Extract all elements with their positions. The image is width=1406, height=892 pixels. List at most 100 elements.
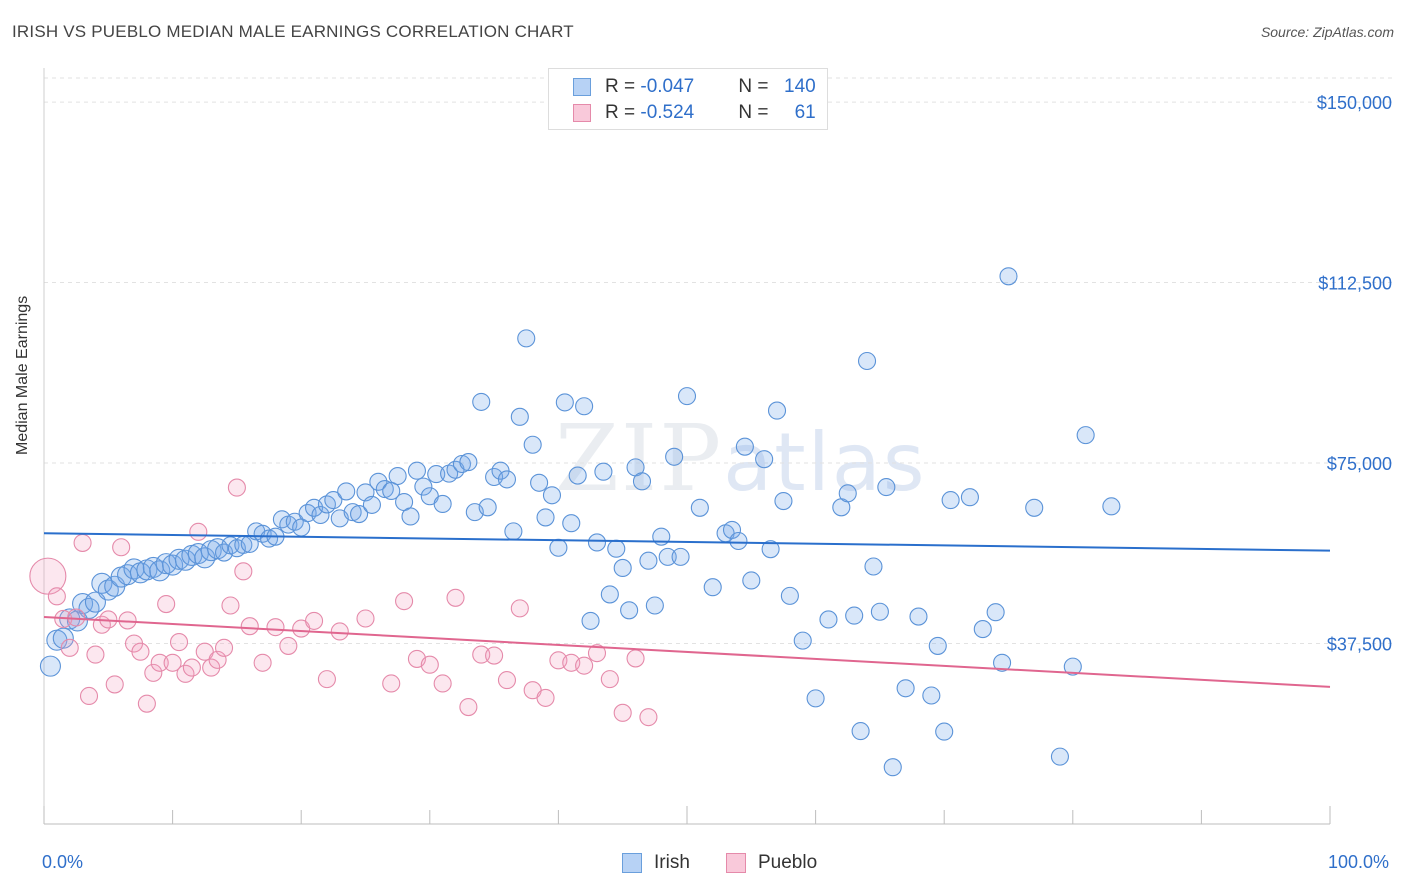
data-point-pueblo <box>485 646 504 665</box>
data-point-pueblo <box>79 686 99 706</box>
data-point-pueblo <box>29 557 67 595</box>
data-point-pueblo <box>195 642 214 661</box>
data-point-irish <box>1063 657 1082 676</box>
data-point-irish <box>97 579 119 601</box>
trend-line-pueblo <box>43 616 1331 688</box>
data-point-irish <box>838 484 857 503</box>
data-point-irish <box>896 679 915 698</box>
data-point-irish <box>259 529 279 548</box>
data-point-irish <box>735 437 754 456</box>
data-point-irish <box>761 540 780 559</box>
data-point-pueblo <box>420 655 439 674</box>
data-point-irish <box>928 636 947 655</box>
data-point-irish <box>742 571 761 590</box>
data-point-irish <box>999 267 1018 286</box>
legend-row-irish: R = -0.047 N = 140 <box>573 74 816 100</box>
data-point-irish <box>671 547 690 566</box>
data-point-irish <box>337 482 356 501</box>
data-point-irish <box>581 611 600 630</box>
data-point-irish <box>819 610 838 629</box>
data-point-irish <box>523 435 542 454</box>
data-point-irish <box>1025 498 1044 517</box>
legend-r-label: R = <box>605 102 641 123</box>
data-point-irish <box>388 466 407 486</box>
data-point-irish <box>162 554 184 576</box>
data-point-irish <box>324 491 343 510</box>
data-point-irish <box>793 631 812 650</box>
data-point-irish <box>755 450 774 469</box>
data-point-irish <box>658 547 677 566</box>
data-point-irish <box>536 508 555 527</box>
data-point-irish <box>39 655 61 677</box>
data-point-irish <box>941 491 960 510</box>
legend-row-pueblo: R = -0.524 N = 61 <box>573 100 816 126</box>
data-point-irish <box>168 548 190 570</box>
data-point-irish <box>91 572 113 594</box>
data-point-irish <box>864 557 883 576</box>
data-point-pueblo <box>47 587 66 606</box>
data-point-irish <box>311 505 330 525</box>
data-point-pueblo <box>317 670 336 689</box>
data-point-irish <box>845 606 864 625</box>
data-point-pueblo <box>227 478 246 497</box>
data-point-irish <box>857 351 877 371</box>
data-point-irish <box>729 531 748 551</box>
data-point-irish <box>555 393 574 412</box>
data-point-pueblo <box>73 533 92 552</box>
data-point-pueblo <box>639 708 658 727</box>
data-point-irish <box>459 453 478 472</box>
data-point-irish <box>478 498 497 517</box>
data-point-pueblo <box>587 644 607 663</box>
data-point-irish <box>620 601 639 620</box>
data-point-pueblo <box>234 562 253 581</box>
data-point-pueblo <box>144 663 163 682</box>
y-tick-label: $112,500 <box>1318 274 1392 294</box>
data-point-irish <box>362 495 381 514</box>
data-point-pueblo <box>613 703 632 722</box>
data-point-irish <box>1102 497 1121 516</box>
data-point-pueblo <box>446 588 465 607</box>
data-point-irish <box>414 477 433 496</box>
x-tick-label-min: 0.0% <box>42 852 84 872</box>
data-point-irish <box>722 520 742 539</box>
data-point-irish <box>382 481 401 500</box>
data-point-irish <box>504 522 523 541</box>
bottom-legend-label-irish: Irish <box>654 852 690 873</box>
data-point-irish <box>883 758 902 777</box>
data-point-irish <box>343 503 362 522</box>
legend-n-value: 140 <box>784 76 816 97</box>
y-axis-label: Median Male Earnings <box>14 295 31 455</box>
data-point-pueblo <box>330 622 349 641</box>
data-point-pueblo <box>131 642 150 661</box>
data-point-irish <box>568 466 587 485</box>
data-point-irish <box>607 539 626 558</box>
data-point-pueblo <box>112 538 131 557</box>
data-point-pueblo <box>305 611 324 630</box>
data-point-irish <box>407 461 426 480</box>
data-point-pueblo <box>253 653 272 672</box>
data-point-irish <box>427 465 446 484</box>
data-point-irish <box>600 585 619 604</box>
data-point-irish <box>973 620 992 639</box>
data-point-irish <box>645 596 664 615</box>
data-point-pueblo <box>510 599 529 618</box>
data-point-pueblo <box>575 656 594 675</box>
data-point-irish <box>549 538 568 557</box>
data-point-irish <box>909 607 928 626</box>
x-tick-label-max: 100.0% <box>1328 852 1390 872</box>
data-point-pueblo <box>221 596 240 615</box>
legend-r-value: -0.047 <box>640 76 695 97</box>
legend-swatch-pueblo <box>573 104 591 122</box>
data-point-irish <box>639 551 658 570</box>
data-point-irish <box>52 627 74 649</box>
legend-n-value: 61 <box>794 102 816 123</box>
data-point-irish <box>877 478 896 497</box>
bottom-legend-pueblo: Pueblo <box>726 852 817 874</box>
legend-swatch-irish <box>573 78 591 96</box>
data-point-irish <box>350 504 369 524</box>
data-point-irish <box>986 603 1005 622</box>
data-point-irish <box>665 447 684 466</box>
data-point-pueblo <box>150 653 169 672</box>
data-point-irish <box>806 689 825 708</box>
